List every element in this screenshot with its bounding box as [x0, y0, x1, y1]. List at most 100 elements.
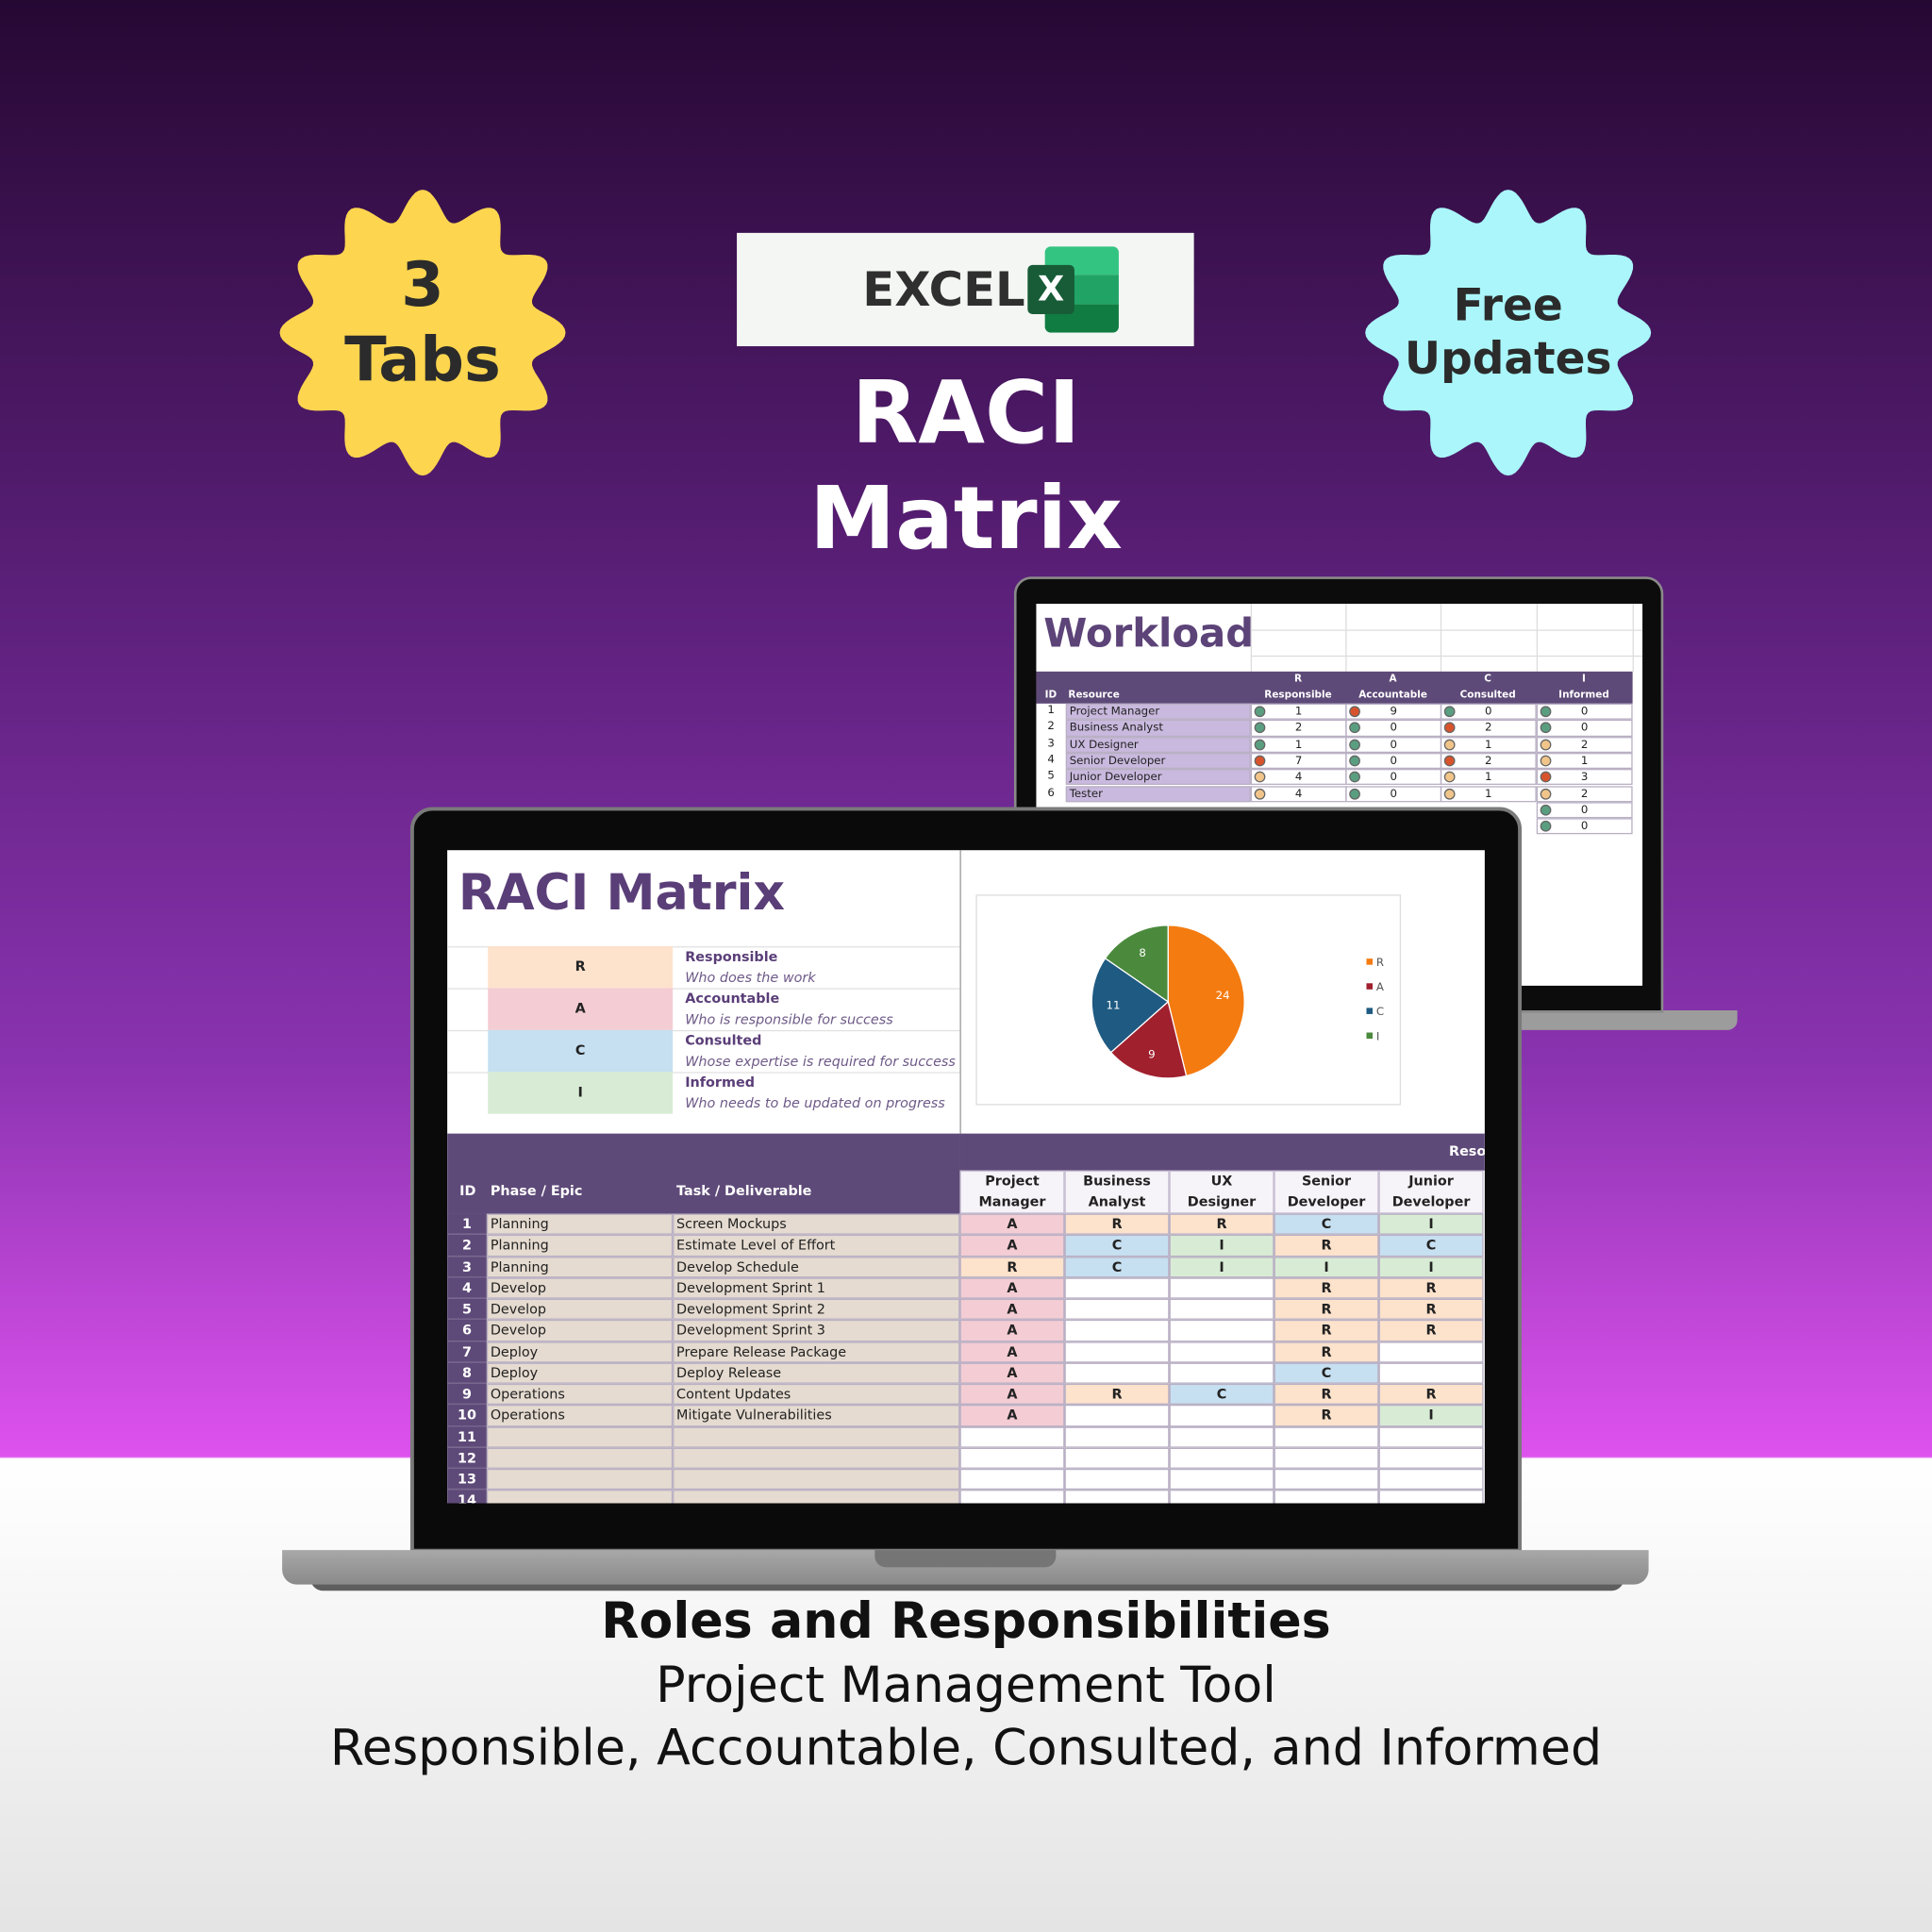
raci-cell	[1169, 1468, 1274, 1491]
resource-cell: Tester	[1065, 785, 1251, 803]
legend-name: Responsible	[685, 948, 778, 965]
legend-swatch	[1366, 1032, 1374, 1040]
legend-letter: R	[488, 946, 674, 989]
raci-cell: A	[959, 1383, 1065, 1406]
status-dot	[1349, 739, 1360, 750]
raci-cell	[1378, 1341, 1484, 1363]
raci-cell: R	[1274, 1277, 1379, 1299]
legend-letter: A	[488, 988, 674, 1030]
phase-cell: Develop	[486, 1298, 674, 1321]
raci-cell	[1064, 1341, 1170, 1363]
row-id: 5	[1047, 770, 1055, 783]
legend-description: Who is responsible for success	[685, 1011, 893, 1028]
excel-box: EXCEL X	[737, 232, 1194, 347]
row-id: 7	[447, 1341, 487, 1363]
legend-name: Informed	[685, 1074, 755, 1091]
raci-cell: R	[959, 1256, 1065, 1278]
legend-letter: C	[488, 1029, 674, 1073]
raci-cell: A	[959, 1341, 1065, 1363]
raci-cell	[959, 1425, 1065, 1448]
sheet-title: RACI Matrix	[458, 864, 786, 922]
status-dot	[1254, 706, 1266, 718]
role-header: Business Analyst	[1064, 1170, 1170, 1214]
task-cell: Development Sprint 3	[673, 1320, 960, 1341]
header-letter: R	[1293, 673, 1303, 684]
raci-cell: I	[1274, 1256, 1379, 1278]
value-cell: 1	[1440, 785, 1537, 803]
status-dot	[1443, 771, 1456, 783]
phase-cell: Develop	[486, 1277, 674, 1299]
raci-cell: I	[1378, 1213, 1484, 1236]
raci-cell	[1274, 1425, 1379, 1448]
header-letter: A	[1389, 673, 1397, 684]
task-cell	[673, 1425, 960, 1448]
status-dot	[1540, 771, 1552, 783]
task-cell: Mitigate Vulnerabilities	[673, 1405, 960, 1426]
phase-cell: Planning	[486, 1256, 674, 1278]
phase-cell: Operations	[486, 1405, 674, 1426]
task-cell: Deploy Release	[673, 1362, 960, 1384]
raci-cell: C	[1169, 1383, 1274, 1406]
sheet-title: Workload	[1043, 609, 1255, 658]
phase-cell	[486, 1490, 674, 1504]
status-dot	[1254, 739, 1266, 750]
phase-cell: Operations	[486, 1383, 674, 1406]
header-band	[1036, 671, 1633, 704]
header-label: Resource	[1068, 689, 1120, 700]
raci-cell	[1169, 1405, 1274, 1426]
value-cell: 0	[1536, 802, 1633, 819]
status-dot	[1443, 739, 1456, 750]
status-dot	[1254, 722, 1266, 734]
badge-text: Tabs	[344, 324, 501, 396]
raci-cell	[1169, 1341, 1274, 1363]
raci-cell: R	[1064, 1383, 1170, 1406]
task-cell: Develop Schedule	[673, 1256, 960, 1278]
legend-name: Consulted	[685, 1032, 762, 1049]
status-dot	[1443, 788, 1456, 800]
status-dot	[1540, 804, 1552, 816]
task-cell	[673, 1468, 960, 1491]
status-dot	[1254, 755, 1266, 767]
raci-cell: C	[1064, 1235, 1170, 1257]
row-id: 1	[447, 1213, 487, 1236]
raci-cell: I	[1378, 1256, 1484, 1278]
raci-cell: R	[1378, 1277, 1484, 1299]
header-name: Accountable	[1358, 689, 1427, 700]
raci-cell	[1378, 1425, 1484, 1448]
raci-cell: C	[1274, 1362, 1379, 1384]
pie-label: 24	[1216, 989, 1230, 1002]
raci-cell	[1274, 1468, 1379, 1491]
legend-row-line	[447, 1029, 960, 1032]
legend-row-line	[447, 1072, 960, 1074]
phase-cell: Deploy	[486, 1362, 674, 1384]
task-cell: Estimate Level of Effort	[673, 1235, 960, 1257]
value-cell: 1	[1536, 752, 1633, 770]
raci-cell: C	[1378, 1235, 1484, 1257]
raci-cell	[959, 1447, 1065, 1469]
status-dot	[1349, 788, 1360, 800]
raci-cell	[1064, 1405, 1170, 1426]
title-line: Matrix	[809, 468, 1123, 570]
raci-cell: I	[1378, 1405, 1484, 1426]
status-dot	[1540, 788, 1552, 800]
raci-cell	[1064, 1277, 1170, 1299]
grid-line	[1536, 603, 1539, 672]
raci-cell	[1064, 1490, 1170, 1504]
status-dot	[1540, 820, 1552, 832]
header-band	[959, 1133, 1485, 1171]
raci-cell: R	[1378, 1320, 1484, 1341]
footer-heading: Roles and Responsibilities	[601, 1592, 1331, 1650]
badge-text: Updates	[1404, 333, 1612, 385]
row-id: 1	[1047, 705, 1055, 718]
status-dot	[1443, 706, 1456, 718]
legend-letter: I	[488, 1072, 674, 1114]
header-label: ID	[1044, 689, 1058, 700]
row-id: 10	[447, 1405, 487, 1426]
row-id: 12	[447, 1447, 487, 1469]
raci-cell	[1378, 1447, 1484, 1469]
raci-cell	[1169, 1277, 1274, 1299]
row-id: 4	[447, 1277, 487, 1299]
value-cell: 2	[1440, 720, 1537, 737]
value-cell: 2	[1440, 752, 1537, 770]
task-cell: Prepare Release Package	[673, 1341, 960, 1363]
